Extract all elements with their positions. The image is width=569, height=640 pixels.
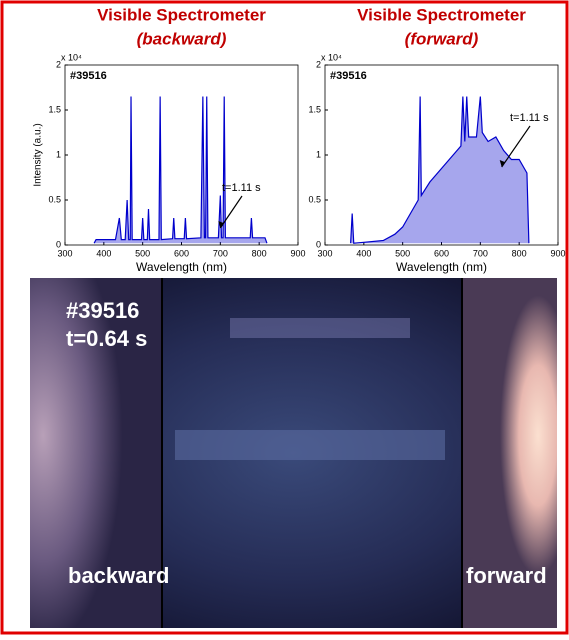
chart-subtitle: (backward): [137, 29, 227, 48]
x-tick-label: 500: [135, 248, 150, 258]
y-tick-label: 2: [316, 59, 321, 69]
chart-subtitle: (forward): [405, 29, 479, 48]
plot-area: [324, 64, 559, 246]
photo-band: [230, 318, 410, 338]
y-tick-label: 1: [56, 149, 61, 159]
x-axis-label: Wavelength (nm): [396, 260, 487, 274]
y-axis-label: Intensity (a.u.): [33, 123, 44, 186]
x-tick-label: 700: [473, 248, 488, 258]
y-tick-label: 1.5: [308, 104, 321, 114]
x-tick-label: 700: [213, 248, 228, 258]
x-tick-label: 600: [434, 248, 449, 258]
time-label: t=0.64 s: [66, 326, 147, 351]
spectrum: [350, 96, 530, 244]
annotation: t=1.11 s: [510, 112, 549, 124]
y-tick-label: 1.5: [48, 104, 61, 114]
x-tick-label: 400: [356, 248, 371, 258]
x-tick-label: 900: [550, 248, 565, 258]
photo-band: [175, 430, 445, 460]
photo-right: [462, 278, 557, 628]
shot-label: #39516: [70, 70, 107, 82]
x-tick-label: 300: [57, 248, 72, 258]
y-tick-label: 0: [56, 239, 61, 249]
x-tick-label: 800: [252, 248, 267, 258]
x-tick-label: 600: [174, 248, 189, 258]
y-tick-label: 0.5: [48, 194, 61, 204]
x-tick-label: 900: [290, 248, 305, 258]
y-tick-label: 1: [316, 149, 321, 159]
y-multiplier: x 10⁴: [61, 52, 82, 62]
x-tick-label: 300: [317, 248, 332, 258]
shot-label: #39516: [330, 70, 367, 82]
y-tick-label: 2: [56, 59, 61, 69]
annotation-arrow: [501, 125, 531, 168]
x-tick-label: 400: [96, 248, 111, 258]
x-axis-label: Wavelength (nm): [136, 260, 227, 274]
right-label: forward: [466, 563, 547, 588]
chart-title: Visible Spectrometer: [97, 5, 266, 24]
y-tick-label: 0.5: [308, 194, 321, 204]
x-tick-label: 500: [395, 248, 410, 258]
y-multiplier: x 10⁴: [321, 52, 342, 62]
photo: #39516 t=0.64 s backward forward: [30, 278, 557, 628]
plot-area: [64, 64, 299, 246]
left-label: backward: [68, 563, 170, 588]
x-tick-label: 800: [512, 248, 527, 258]
spectrum: [93, 96, 268, 244]
photo-left: [30, 278, 162, 628]
annotation: t=1.11 s: [222, 182, 261, 194]
annotation-arrow: [219, 195, 243, 229]
shot-label: #39516: [66, 298, 139, 323]
arrow-head: [218, 221, 224, 228]
arrow-head: [499, 160, 505, 167]
y-tick-label: 0: [316, 239, 321, 249]
chart-title: Visible Spectrometer: [357, 5, 526, 24]
